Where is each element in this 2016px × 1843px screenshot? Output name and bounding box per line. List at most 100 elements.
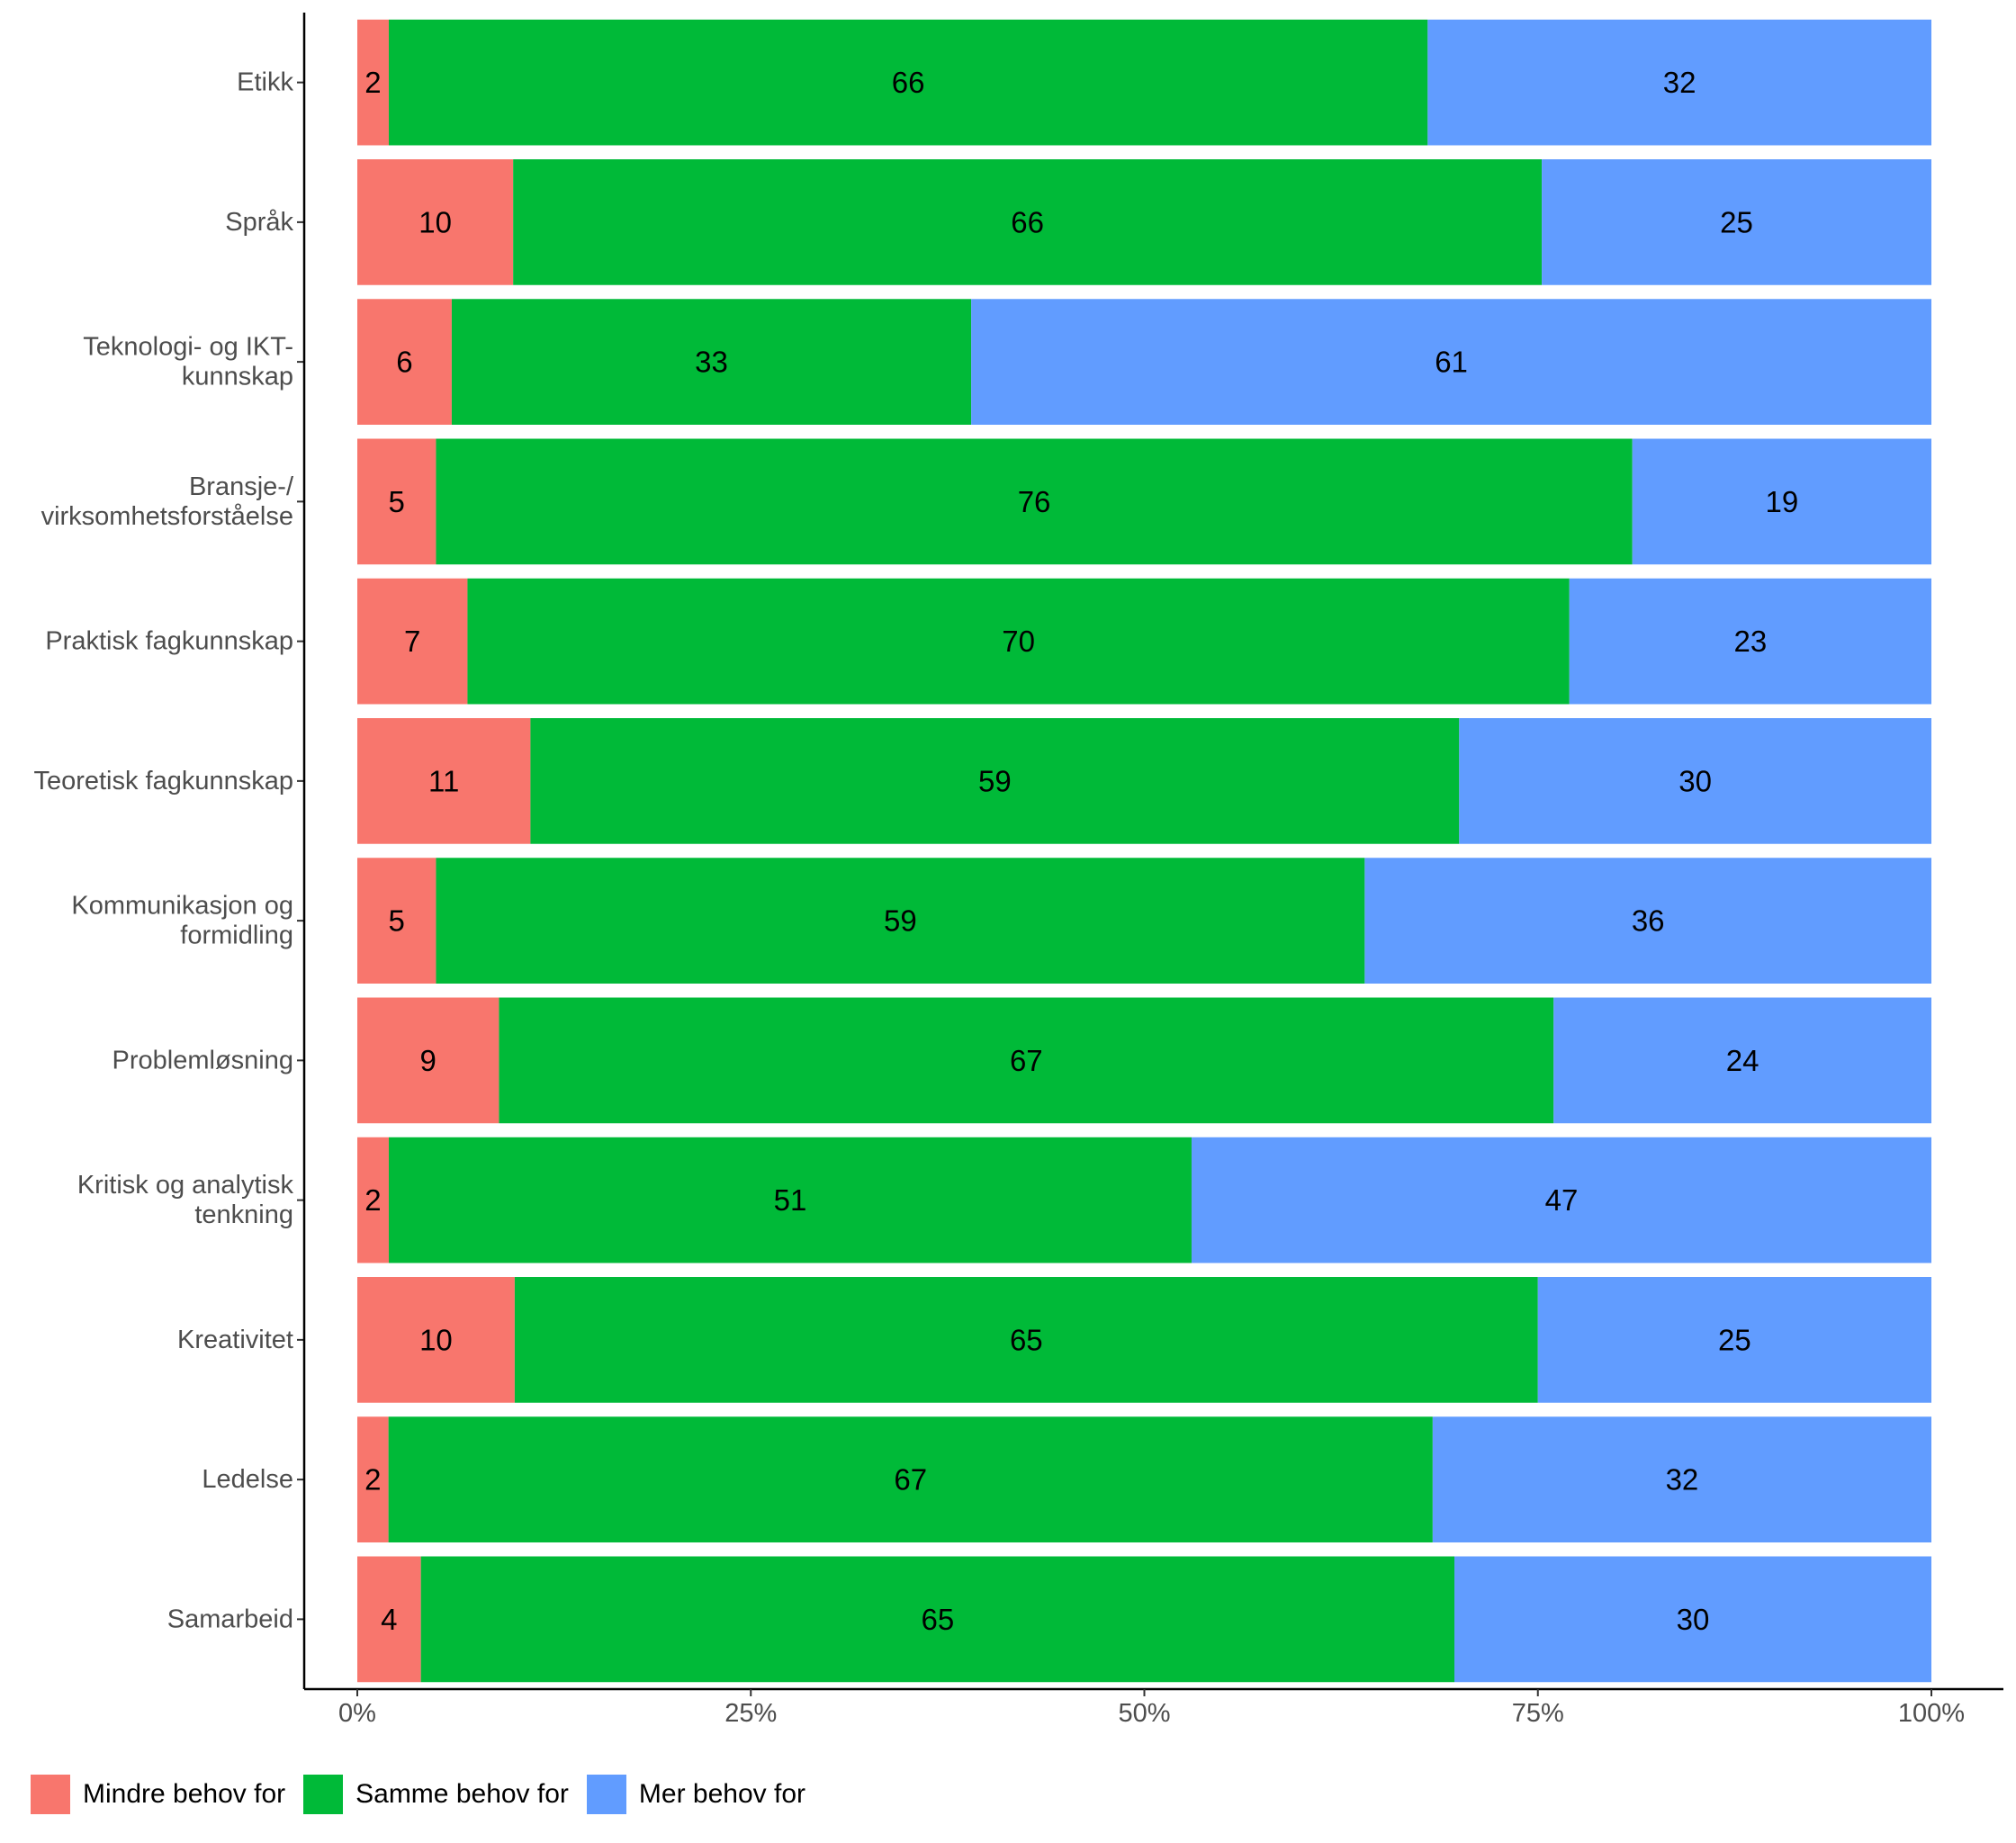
- data-label-12-3: 30: [1677, 1603, 1710, 1636]
- y-tick-label-8: Problemløsning: [112, 1046, 293, 1074]
- y-tick-label-4: Bransje-/virksomhetsforståelse: [41, 472, 294, 531]
- bar-5-2: [467, 578, 1570, 705]
- data-label-9-1: 2: [364, 1183, 381, 1217]
- legend-swatch-3: [586, 1775, 626, 1814]
- data-label-6-2: 59: [978, 764, 1012, 797]
- bar-10-3: [1537, 1277, 1931, 1403]
- data-label-10-2: 65: [1010, 1323, 1043, 1356]
- legend-label-2: Samme behov for: [356, 1779, 569, 1809]
- bar-11-2: [388, 1416, 1433, 1542]
- y-tick-label-10: Kreativitet: [177, 1326, 293, 1354]
- y-tick-label-2: Språk: [225, 208, 293, 237]
- data-label-4-1: 5: [389, 485, 405, 518]
- bar-9-3: [1191, 1137, 1931, 1263]
- legend-swatch-1: [31, 1775, 70, 1814]
- data-label-11-2: 67: [894, 1463, 927, 1497]
- bar-8-3: [1553, 997, 1931, 1124]
- legend: Mindre behov for Samme behov for Mer behov…: [31, 1775, 824, 1814]
- legend-label-1: Mindre behov for: [83, 1779, 286, 1809]
- legend-item-1: Mindre behov for: [31, 1775, 285, 1814]
- data-label-5-1: 7: [404, 625, 420, 658]
- bar-7-3: [1364, 858, 1931, 984]
- data-label-3-3: 61: [1435, 346, 1468, 379]
- bar-12-1: [357, 1556, 421, 1683]
- bar-10-1: [357, 1277, 515, 1403]
- bar-1-3: [1427, 19, 1931, 146]
- bar-3-3: [971, 299, 1931, 425]
- data-label-6-1: 11: [428, 764, 459, 797]
- data-label-2-3: 25: [1720, 205, 1753, 238]
- bar-2-3: [1542, 159, 1931, 285]
- data-label-11-3: 32: [1666, 1463, 1699, 1497]
- y-tick-label-12: Samarbeid: [167, 1605, 293, 1633]
- data-label-12-1: 4: [381, 1603, 397, 1636]
- data-label-8-1: 9: [420, 1044, 436, 1077]
- data-label-2-1: 10: [418, 205, 452, 238]
- bar-5-3: [1569, 578, 1931, 705]
- data-label-1-3: 32: [1663, 66, 1696, 99]
- legend-item-3: Mer behov for: [586, 1775, 806, 1814]
- bar-6-1: [357, 718, 531, 844]
- data-label-9-2: 51: [774, 1183, 807, 1217]
- data-label-1-2: 66: [892, 66, 925, 99]
- data-label-12-2: 65: [921, 1603, 954, 1636]
- bar-1-2: [388, 19, 1428, 146]
- data-label-11-1: 2: [364, 1463, 381, 1497]
- data-label-10-3: 25: [1718, 1323, 1751, 1356]
- legend-swatch-2: [303, 1775, 344, 1814]
- bar-8-2: [499, 997, 1554, 1124]
- x-tick-label-4: 75%: [1512, 1699, 1564, 1728]
- x-tick-label-3: 50%: [1118, 1699, 1170, 1728]
- data-label-5-3: 23: [1734, 625, 1768, 658]
- bar-6-2: [530, 718, 1460, 844]
- data-label-3-1: 6: [396, 346, 412, 379]
- bar-7-2: [436, 858, 1365, 984]
- bar-3-1: [357, 299, 452, 425]
- bar-11-3: [1432, 1416, 1931, 1542]
- bar-8-1: [357, 997, 500, 1124]
- bar-12-3: [1454, 1556, 1931, 1683]
- x-tick-label-2: 25%: [724, 1699, 777, 1728]
- data-label-8-3: 24: [1726, 1044, 1760, 1077]
- x-tick-label-5: 100%: [1898, 1699, 1965, 1728]
- bar-4-3: [1632, 438, 1931, 565]
- y-tick-label-5: Praktisk fagkunnskap: [45, 627, 293, 656]
- y-tick-label-9: Kritisk og analytisk tenkning: [77, 1171, 294, 1229]
- bar-5-1: [357, 578, 468, 705]
- bar-10-2: [514, 1277, 1538, 1403]
- bar-4-1: [357, 438, 436, 565]
- data-label-3-2: 33: [695, 346, 728, 379]
- bar-2-2: [513, 159, 1543, 285]
- y-tick-label-11: Ledelse: [202, 1465, 293, 1494]
- bar-6-3: [1459, 718, 1931, 844]
- bar-9-2: [388, 1137, 1192, 1263]
- data-label-4-3: 19: [1765, 485, 1798, 518]
- bar-12-2: [420, 1556, 1455, 1683]
- bar-3-2: [451, 299, 972, 425]
- data-label-4-2: 76: [1018, 485, 1051, 518]
- y-tick-label-1: Etikk: [237, 68, 293, 97]
- y-tick-label-6: Teoretisk fagkunnskap: [33, 767, 293, 796]
- data-label-2-2: 66: [1011, 205, 1044, 238]
- data-label-6-3: 30: [1678, 764, 1712, 797]
- data-label-8-2: 67: [1010, 1044, 1043, 1077]
- data-label-9-3: 47: [1545, 1183, 1579, 1217]
- bar-7-1: [357, 858, 436, 984]
- data-label-7-3: 36: [1632, 904, 1665, 938]
- y-tick-label-7: Kommunikasjon og formidling: [71, 892, 293, 950]
- bar-2-1: [357, 159, 514, 285]
- bar-4-2: [436, 438, 1633, 565]
- bar-1-1: [357, 19, 389, 146]
- data-label-1-1: 2: [364, 66, 381, 99]
- data-label-5-2: 70: [1002, 625, 1035, 658]
- legend-label-3: Mer behov for: [638, 1779, 806, 1809]
- data-label-10-1: 10: [419, 1323, 453, 1356]
- data-label-7-2: 59: [884, 904, 917, 938]
- y-tick-label-3: Teknologi- og IKT-kunnskap: [83, 333, 293, 391]
- bar-9-1: [357, 1137, 389, 1263]
- x-tick-label-1: 0%: [338, 1699, 376, 1728]
- data-label-7-1: 5: [389, 904, 405, 938]
- bar-11-1: [357, 1416, 389, 1542]
- legend-item-2: Samme behov for: [303, 1775, 569, 1814]
